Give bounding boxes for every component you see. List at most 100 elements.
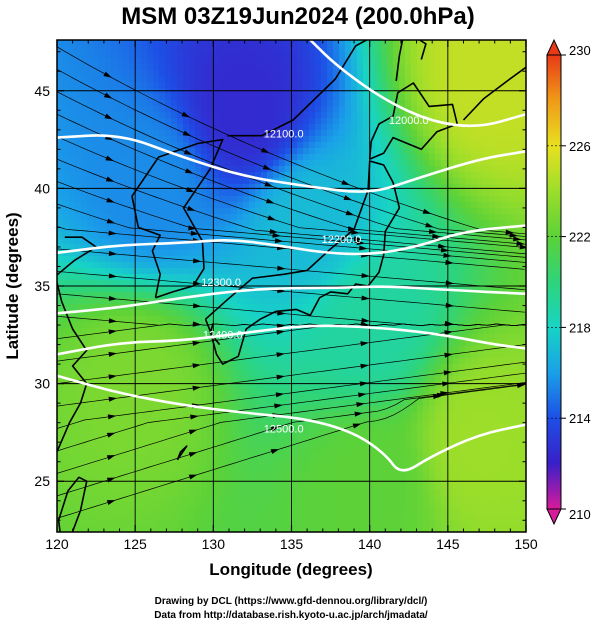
- streamline-arrow: [356, 240, 366, 246]
- x-axis-label: Longitude (degrees): [209, 560, 372, 579]
- streamline-arrow: [108, 230, 118, 236]
- contour-label: 12200.0: [322, 234, 362, 246]
- streamline: [57, 158, 526, 255]
- coastline: [395, 40, 404, 82]
- streamline-arrow: [276, 329, 286, 335]
- streamline-arrow: [277, 265, 286, 271]
- streamline-arrow: [186, 205, 196, 211]
- streamline-arrow: [440, 391, 449, 397]
- contour-label: 12500.0: [264, 423, 304, 435]
- streamline-arrow: [428, 229, 438, 235]
- streamline-arrow: [516, 240, 525, 246]
- streamline-arrow: [361, 272, 370, 279]
- streamline: [57, 203, 526, 263]
- streamline-arrow: [352, 423, 362, 429]
- streamline: [57, 324, 526, 384]
- streamline-arrow: [276, 352, 286, 358]
- streamline-arrow: [188, 225, 197, 231]
- colorbar-tick-label: 218: [569, 320, 591, 335]
- x-tick-label: 150: [514, 536, 538, 552]
- streamline-arrow: [106, 500, 116, 505]
- streamline-arrow: [361, 317, 370, 323]
- streamline-arrow: [275, 392, 285, 398]
- streamline-arrow: [505, 229, 515, 235]
- y-tick-label: 45: [34, 83, 50, 99]
- x-tick-label: 120: [45, 536, 69, 552]
- streamline-arrow: [345, 210, 355, 216]
- streamline-arrow: [108, 295, 118, 301]
- coastline: [209, 322, 221, 346]
- streamline-arrow: [106, 455, 116, 461]
- streamline-arrow: [341, 179, 351, 186]
- colorbar-tick-label: 214: [569, 411, 591, 426]
- streamline: [57, 68, 526, 237]
- streamline-arrow: [432, 233, 441, 239]
- streamline-arrow: [192, 363, 202, 369]
- chart-title: MSM 03Z19Jun2024 (200.0hPa): [121, 3, 475, 30]
- streamline-arrow: [358, 392, 367, 398]
- streamline-arrow: [422, 208, 432, 214]
- streamline-arrow: [444, 330, 453, 336]
- streamline-arrow: [106, 218, 116, 224]
- contour-labels: 12100.0 12000.0 12200.0 12300.0 12400.0 12500…: [201, 115, 428, 435]
- streamline-arrow: [192, 258, 202, 264]
- streamline: [57, 381, 526, 474]
- colorbar: 210 214 218 222 226 230: [546, 38, 591, 526]
- streamline-arrow: [105, 155, 115, 162]
- colorbar-tick-label: 210: [569, 507, 591, 522]
- streamline-arrow: [354, 411, 364, 417]
- streamline-arrow: [181, 111, 191, 118]
- streamline: [57, 181, 526, 258]
- contour-label: 12100.0: [264, 129, 304, 141]
- footer-credit-data: Data from http://database.rish.kyoto-u.a…: [154, 610, 428, 621]
- streamline: [57, 372, 526, 452]
- colorbar-tick-label: 230: [569, 43, 591, 58]
- streamline-arrow: [105, 176, 115, 182]
- streamline-arrow: [103, 92, 113, 99]
- streamline-arrow: [188, 429, 198, 435]
- streamline-arrow: [270, 426, 280, 432]
- contour-line-2: [57, 224, 526, 256]
- streamline: [57, 383, 526, 497]
- streamline-arrow: [182, 130, 192, 137]
- streamline-arrow: [106, 432, 116, 438]
- streamline-arrow: [440, 247, 450, 253]
- coastline: [368, 82, 458, 160]
- streamline-arrow: [276, 374, 286, 380]
- contour-label: 12400.0: [203, 330, 243, 342]
- streamline-arrow: [272, 232, 282, 238]
- x-tick-label: 145: [436, 536, 460, 552]
- streamline-arrow: [188, 474, 198, 480]
- x-tick-label: 130: [202, 536, 226, 552]
- contour-line-0: [309, 40, 526, 128]
- streamline-arrow: [192, 303, 202, 309]
- streamline-arrow: [361, 321, 370, 327]
- streamline: [57, 91, 526, 241]
- colorbar-tick-label: 222: [569, 230, 591, 245]
- streamline-arrow: [356, 402, 365, 408]
- contour-line-5: [57, 374, 526, 472]
- streamline-arrow: [347, 226, 357, 232]
- streamline: [57, 384, 526, 519]
- x-tick-label: 135: [280, 536, 304, 552]
- streamline-arrow: [183, 149, 193, 155]
- streamline-arrow: [343, 195, 353, 201]
- plot-area: 12100.0 12000.0 12200.0 12300.0 12400.0 12500…: [34, 39, 538, 552]
- streamline: [57, 136, 526, 248]
- contour-line-4: [57, 324, 526, 356]
- coastline: [419, 40, 427, 60]
- streamline-arrow: [108, 273, 118, 279]
- colorbar-ticks: 210 214 218 222 226 230: [547, 43, 591, 522]
- streamline-arrow: [188, 452, 198, 458]
- y-tick-label: 35: [34, 278, 50, 294]
- streamline-arrow: [104, 113, 114, 120]
- streamline-arrow: [267, 215, 277, 221]
- streamline-arrow: [353, 236, 363, 242]
- coastline: [462, 66, 526, 121]
- streamline-arrow: [108, 396, 118, 402]
- streamline-arrow: [360, 341, 370, 347]
- streamline-arrow: [108, 250, 118, 256]
- streamline-arrow: [103, 71, 112, 78]
- colorbar-scale: [546, 54, 562, 510]
